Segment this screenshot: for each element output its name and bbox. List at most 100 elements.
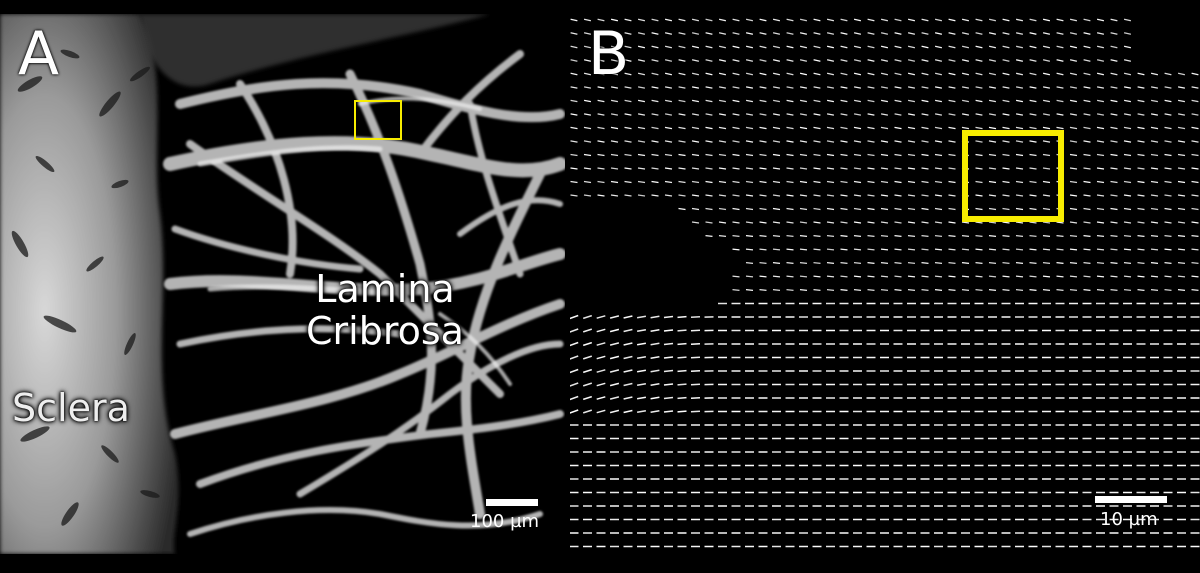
orientation-dash — [678, 18, 686, 22]
orientation-dash — [718, 167, 727, 170]
orientation-dash — [1015, 194, 1024, 197]
orientation-dash — [1123, 180, 1132, 184]
orientation-dash — [570, 314, 579, 320]
orientation-dash — [663, 329, 674, 332]
orientation-dash — [1191, 248, 1199, 251]
orientation-dash — [894, 248, 902, 251]
orientation-dash — [934, 72, 943, 76]
orientation-dash — [988, 32, 997, 35]
orientation-dash — [880, 167, 889, 170]
orientation-dash — [948, 72, 956, 76]
orientation-dash — [1096, 32, 1105, 35]
orientation-dash — [570, 59, 578, 62]
orientation-dash — [583, 153, 592, 157]
orientation-dash — [1123, 18, 1132, 22]
orientation-dash — [961, 113, 970, 116]
orientation-dash — [840, 194, 848, 197]
orientation-dash — [772, 261, 781, 265]
orientation-dash — [637, 45, 646, 49]
orientation-dash — [1164, 207, 1172, 211]
orientation-dash — [650, 356, 660, 359]
orientation-dash — [664, 72, 673, 76]
orientation-dash — [799, 275, 808, 278]
orientation-dash — [934, 32, 943, 35]
orientation-dash — [826, 248, 835, 251]
orientation-dash — [921, 207, 929, 211]
orientation-dash — [907, 99, 916, 103]
orientation-dash — [1177, 194, 1186, 197]
orientation-dash — [1083, 45, 1091, 49]
orientation-dash — [624, 167, 632, 170]
orientation-dash — [880, 32, 889, 35]
orientation-dash — [745, 221, 754, 224]
orientation-dash — [880, 275, 889, 278]
orientation-dash — [934, 18, 943, 22]
orientation-dash — [691, 32, 700, 35]
orientation-dash — [663, 356, 674, 359]
orientation-dash — [1029, 126, 1037, 130]
orientation-dash — [786, 99, 794, 103]
orientation-dash — [907, 261, 916, 265]
orientation-dash — [1096, 180, 1105, 184]
orientation-dash — [988, 275, 997, 278]
orientation-dash — [813, 234, 821, 238]
orientation-dash — [650, 342, 660, 346]
orientation-dash — [1083, 140, 1091, 143]
orientation-dash — [1069, 167, 1078, 170]
orientation-dash — [1110, 59, 1118, 62]
orientation-dash — [948, 99, 956, 103]
orientation-dash — [907, 207, 916, 211]
orientation-dash — [1137, 153, 1145, 157]
orientation-dash — [732, 99, 740, 103]
orientation-dash — [975, 45, 983, 49]
orientation-dash — [907, 72, 916, 76]
orientation-dash — [1056, 18, 1064, 22]
orientation-dash — [1015, 221, 1024, 224]
orientation-dash — [867, 261, 875, 265]
orientation-dash — [745, 126, 754, 130]
lamina-cribrosa-image — [0, 14, 565, 554]
orientation-dash — [677, 329, 687, 332]
orientation-dash — [718, 59, 727, 62]
orientation-dash — [1042, 72, 1051, 76]
orientation-dash — [583, 140, 592, 143]
orientation-dash — [840, 140, 848, 143]
orientation-dash — [988, 248, 997, 251]
orientation-dash — [1002, 45, 1010, 49]
orientation-dash — [934, 86, 943, 89]
orientation-dash — [786, 221, 794, 224]
orientation-dash — [1002, 140, 1010, 143]
orientation-dash — [840, 86, 848, 89]
orientation-dash — [1069, 248, 1078, 251]
orientation-dash — [867, 99, 875, 103]
orientation-dash — [718, 113, 727, 116]
orientation-dash — [732, 167, 740, 170]
orientation-dash — [1002, 59, 1010, 62]
orientation-dash — [732, 140, 740, 143]
orientation-dash — [583, 194, 592, 197]
orientation-dash — [840, 261, 848, 265]
orientation-dash — [1123, 248, 1132, 251]
orientation-dash — [718, 207, 727, 211]
orientation-dash — [1150, 194, 1159, 197]
orientation-dash — [1191, 288, 1199, 292]
orientation-dash — [624, 86, 632, 89]
orientation-dash — [597, 72, 605, 76]
orientation-dash — [840, 167, 848, 170]
orientation-dash — [975, 153, 983, 157]
orientation-dash — [651, 59, 659, 62]
orientation-dash — [1096, 59, 1105, 62]
orientation-dash — [1096, 45, 1105, 49]
orientation-dash — [1177, 113, 1186, 116]
orientation-dash — [853, 86, 862, 89]
orientation-dash — [759, 288, 767, 292]
orientation-dash — [570, 153, 578, 157]
orientation-dash — [934, 113, 943, 116]
orientation-dash — [867, 59, 875, 62]
orientation-dash — [921, 59, 929, 62]
orientation-dash — [691, 45, 700, 49]
orientation-dash — [570, 368, 579, 374]
orientation-dash — [1110, 221, 1118, 224]
orientation-dash — [975, 275, 983, 278]
orientation-dash — [678, 167, 686, 170]
